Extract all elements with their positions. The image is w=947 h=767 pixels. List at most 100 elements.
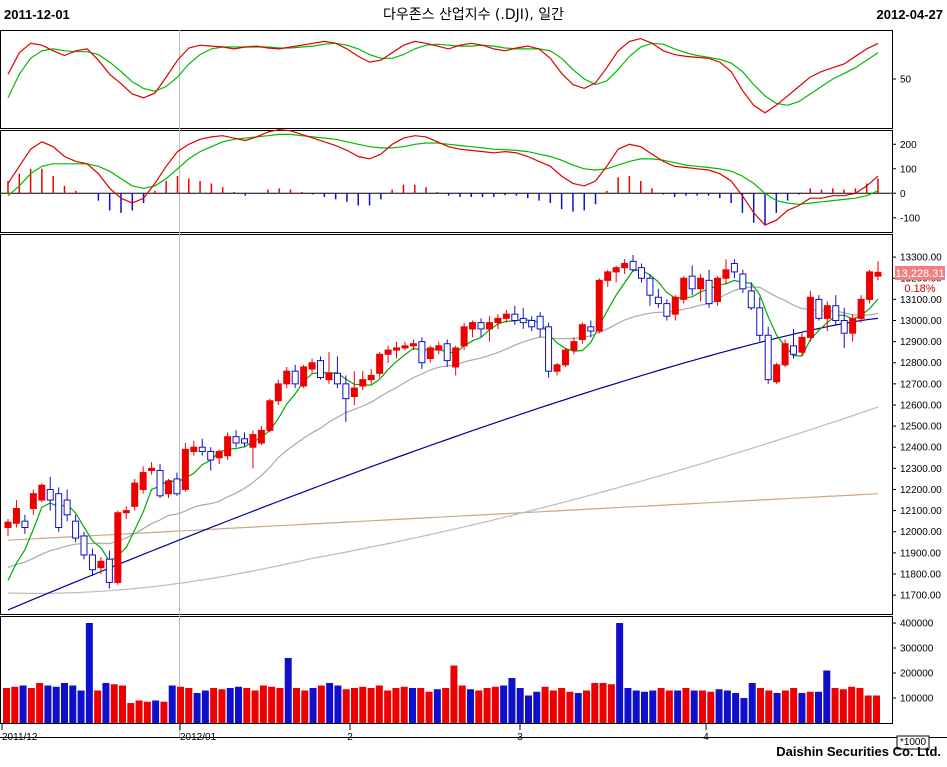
x-axis: 2011/12 2012/01 2 3 4 [1, 723, 709, 743]
candle-body [654, 296, 662, 305]
candle-body [697, 277, 705, 290]
candle-body [359, 379, 367, 387]
volume-bar [632, 690, 640, 723]
y-tick-label: 12200.00 [900, 485, 942, 496]
candle-body [215, 450, 223, 459]
volume-bar [458, 685, 466, 723]
y-tick-label: 12300.00 [900, 464, 942, 475]
volume-bar [500, 685, 508, 723]
volume-bar [52, 686, 60, 723]
y-tick-label: 12900.00 [900, 337, 942, 348]
volume-bar [790, 688, 798, 723]
volume-bar [102, 683, 110, 723]
volume-bar [641, 691, 648, 723]
panel-border [0, 234, 893, 615]
volume-bar [798, 693, 806, 723]
candle-body [308, 362, 316, 370]
x-tick-label: 4 [703, 732, 709, 743]
candle-body [840, 319, 848, 334]
candle-body [671, 296, 679, 315]
candle-body [426, 347, 434, 360]
volume-bar [516, 688, 524, 723]
volume-bar [566, 691, 574, 723]
volume-bar [773, 693, 781, 723]
volume-bar [831, 688, 839, 723]
volume-bar [483, 688, 491, 723]
volume-bar [491, 686, 499, 723]
volume-bar [44, 685, 52, 723]
candle-body [4, 521, 12, 529]
volume-bar [433, 689, 441, 723]
candle-body [595, 279, 603, 332]
volume-bar [27, 688, 35, 723]
volume-bar [276, 688, 284, 723]
candle-body [333, 372, 341, 385]
y-tick-label: 11800.00 [900, 569, 941, 580]
volume-bar [351, 688, 358, 723]
candle-body [291, 370, 299, 385]
volume-bar [110, 684, 118, 723]
volume-bar [326, 683, 334, 723]
candle-body [469, 322, 477, 330]
volume-bar [549, 690, 557, 723]
candle-body [781, 343, 789, 366]
candle-body [773, 364, 781, 383]
candle-body [418, 341, 426, 364]
volume-bar [467, 689, 474, 723]
volume-bar [392, 688, 400, 723]
candle-body [756, 307, 764, 336]
candle-body [21, 520, 29, 529]
volume-bar [185, 688, 193, 723]
volume-bar [823, 670, 831, 723]
volume-bar [193, 693, 201, 723]
volume-bar [119, 685, 126, 723]
candle-body [409, 343, 417, 347]
y-tick-label: 11900.00 [900, 548, 941, 559]
volume-bar [36, 683, 44, 723]
candle-body [122, 510, 130, 514]
panel-frames [0, 30, 947, 738]
stoch-d-line [7, 42, 879, 106]
x-tick-label: 2011/12 [2, 732, 38, 743]
volume-bar [591, 683, 599, 723]
candle-body [790, 345, 798, 355]
candle-body [798, 336, 806, 353]
volume-bar [574, 693, 582, 723]
volume-bar [284, 658, 292, 723]
candle-body [866, 271, 874, 300]
volume-bar [806, 691, 814, 723]
volume-bar [309, 688, 317, 723]
volume-bar [19, 685, 27, 723]
ma20-line [7, 286, 879, 568]
volume-panel: 400000 300000 200000 100000 [3, 619, 934, 750]
volume-bar [259, 685, 267, 723]
y-tick-label: 50 [900, 75, 912, 86]
volume-bar [11, 686, 19, 723]
candle-body [452, 347, 460, 368]
volume-bar [177, 686, 184, 723]
volume-bar [210, 688, 218, 723]
candle-body [12, 507, 20, 524]
last-price-tag: 13,228.31 0.18% [895, 266, 945, 295]
volume-bar [143, 701, 151, 723]
volume-bar [757, 688, 764, 723]
candle-body [232, 436, 240, 444]
y-tick-label: 200000 [900, 669, 934, 680]
candle-body [435, 345, 443, 351]
volume-bar [665, 690, 673, 723]
y-tick-label: 200 [900, 140, 917, 151]
candle-body [97, 560, 105, 569]
candle-body [857, 298, 865, 319]
candle-body [224, 436, 232, 457]
candle-body [849, 317, 857, 334]
volume-bar [218, 689, 226, 723]
last-price-label: 13,228.31 [896, 268, 945, 280]
candle-body [511, 313, 519, 321]
volume-bar [160, 701, 168, 723]
candle-body [502, 313, 510, 319]
macd-line [7, 128, 879, 226]
unit-box [896, 735, 930, 750]
volume-bar [342, 689, 350, 723]
y-tick-label: 300000 [900, 644, 934, 655]
